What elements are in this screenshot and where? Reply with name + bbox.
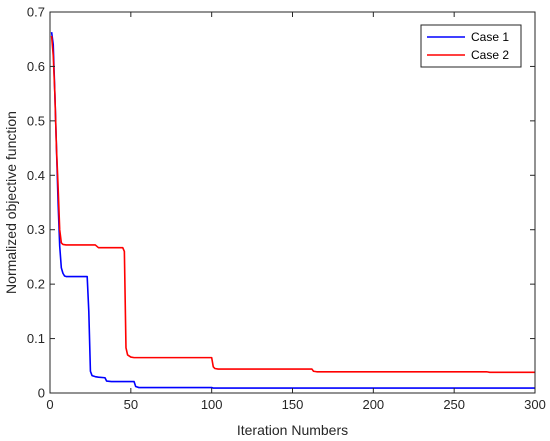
series-line-1 xyxy=(50,32,535,389)
x-axis-label: Iteration Numbers xyxy=(237,422,348,438)
legend-box xyxy=(420,24,522,68)
series-layer xyxy=(50,32,535,389)
y-tick-label: 0 xyxy=(38,386,45,401)
y-tick-label: 0.1 xyxy=(27,331,45,346)
x-tick-label: 250 xyxy=(443,397,465,412)
y-tick-label: 0.6 xyxy=(27,59,45,74)
series-line-2 xyxy=(50,35,535,374)
x-tick-label: 50 xyxy=(124,397,138,412)
x-tick-label: 150 xyxy=(282,397,304,412)
x-tick-label: 100 xyxy=(201,397,223,412)
y-tick-label: 0.2 xyxy=(27,277,45,292)
y-tick-label: 0.7 xyxy=(27,5,45,20)
legend: Case 1 Case 2 xyxy=(420,24,522,68)
legend-label-1: Case 1 xyxy=(471,30,509,44)
legend-label-2: Case 2 xyxy=(471,48,509,62)
y-tick-label: 0.5 xyxy=(27,113,45,128)
plot-area-background xyxy=(50,12,535,393)
x-tick-label: 300 xyxy=(524,397,546,412)
y-tick-label: 0.3 xyxy=(27,222,45,237)
y-axis-label: Normalized objective function xyxy=(3,111,19,294)
x-tick-label: 200 xyxy=(362,397,384,412)
ticks-layer: 0 50 100 150 200 250 300 0 0.1 0.2 0.3 0.4 0.5 0.6 0.7 xyxy=(27,5,546,413)
x-tick-label: 0 xyxy=(46,397,53,412)
y-tick-label: 0.4 xyxy=(27,168,45,183)
